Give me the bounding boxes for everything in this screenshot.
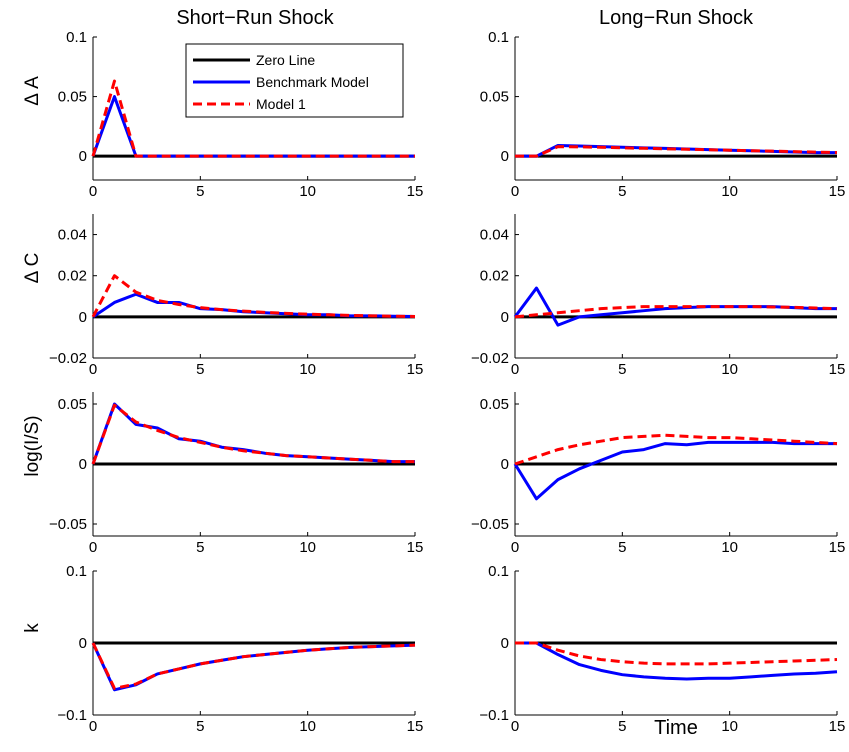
y-tick-label: 0.1: [488, 29, 509, 46]
series-line-model1: [91, 403, 415, 465]
y-tick-label: 0: [501, 456, 509, 473]
y-tick-label: 0.02: [58, 268, 87, 285]
panel-0-1: 0 5 10 15 0 0.05 0.1: [480, 29, 846, 200]
series-line-benchmark: [91, 402, 415, 465]
y-tick-label: 0.05: [58, 396, 87, 413]
series-line-model1: [514, 433, 838, 466]
panel-3-0: 0 5 10 15−0.100.1: [57, 563, 423, 735]
x-tick-label: 5: [618, 361, 626, 378]
x-tick-label: 10: [299, 539, 316, 556]
column-title-long-run: Long−Run Shock: [599, 7, 754, 29]
y-tick-label: 0: [79, 456, 87, 473]
series-line-model1: [515, 145, 838, 158]
y-tick-label: −0.02: [49, 350, 87, 367]
y-tick-label: 0.05: [480, 396, 509, 413]
x-tick-label: 15: [829, 361, 846, 378]
x-tick-label: 15: [407, 718, 424, 735]
x-tick-label: 0: [89, 361, 97, 378]
x-tick-label: 5: [618, 539, 626, 556]
x-tick-label: 0: [511, 539, 519, 556]
x-tick-label: 0: [89, 718, 97, 735]
row-label-log-is: log(I/S): [22, 415, 43, 476]
x-tick-label: 15: [407, 183, 424, 200]
x-tick-label: 0: [89, 183, 97, 200]
y-tick-label: 0: [79, 635, 87, 652]
x-tick-label: 10: [721, 361, 738, 378]
x-tick-label: 10: [299, 718, 316, 735]
x-tick-label: 15: [829, 183, 846, 200]
x-tick-label: 0: [511, 361, 519, 378]
x-tick-label: 5: [196, 183, 204, 200]
x-tick-label: 10: [721, 718, 738, 735]
y-tick-label: 0: [79, 148, 87, 165]
y-tick-label: 0: [501, 635, 509, 652]
series-line-benchmark: [513, 440, 837, 501]
x-tick-label: 15: [829, 718, 846, 735]
column-title-short-run: Short−Run Shock: [176, 7, 334, 29]
y-tick-label: 0.1: [488, 563, 509, 580]
x-tick-label: 5: [618, 183, 626, 200]
y-tick-label: 0.1: [66, 563, 87, 580]
series-line-model1: [515, 641, 838, 666]
row-label-delta-a: Δ A: [22, 76, 43, 106]
y-tick-label: −0.05: [471, 516, 509, 533]
series-line-model1: [514, 305, 838, 319]
panel-0-0: 0 5 10 15 0 0.05 0.1: [58, 29, 424, 200]
y-tick-label: −0.1: [479, 707, 509, 724]
x-axis-label-time: Time: [654, 717, 698, 739]
y-tick-label: 0: [501, 148, 509, 165]
y-tick-label: −0.05: [49, 516, 87, 533]
series-line-model1: [91, 79, 415, 158]
x-tick-label: 15: [407, 361, 424, 378]
legend-label-benchmark: Benchmark Model: [256, 74, 369, 90]
x-tick-label: 5: [618, 718, 626, 735]
x-tick-label: 0: [89, 539, 97, 556]
x-tick-label: 10: [299, 183, 316, 200]
x-tick-label: 0: [511, 183, 519, 200]
series-line-benchmark: [92, 292, 416, 319]
y-tick-label: 0.1: [66, 29, 87, 46]
x-tick-label: 15: [829, 539, 846, 556]
y-tick-label: −0.1: [57, 707, 87, 724]
legend: Zero Line Benchmark Model Model 1: [185, 43, 404, 118]
row-label-k: k: [22, 623, 43, 633]
y-tick-label: 0: [501, 309, 509, 326]
y-tick-label: 0.04: [480, 227, 509, 244]
x-tick-label: 5: [196, 539, 204, 556]
y-tick-label: −0.02: [471, 350, 509, 367]
x-tick-label: 15: [407, 539, 424, 556]
series-line-model1: [91, 642, 416, 690]
row-label-delta-c: Δ C: [22, 253, 43, 284]
y-tick-label: 0: [79, 309, 87, 326]
y-tick-label: 0.05: [58, 89, 87, 106]
y-tick-label: 0.04: [58, 227, 87, 244]
legend-label-model1: Model 1: [256, 96, 306, 112]
panel-3-1: 0 5 10 15−0.100.1: [479, 563, 845, 735]
x-tick-label: 10: [721, 539, 738, 556]
x-tick-label: 10: [299, 361, 316, 378]
x-tick-label: 5: [196, 718, 204, 735]
legend-label-zero-line: Zero Line: [256, 52, 315, 68]
x-tick-label: 0: [511, 718, 519, 735]
x-tick-label: 10: [721, 183, 738, 200]
series-line-model1: [91, 274, 416, 318]
series-line-benchmark: [515, 641, 838, 681]
y-tick-label: 0.02: [480, 268, 509, 285]
y-tick-label: 0.05: [480, 89, 509, 106]
x-tick-label: 5: [196, 361, 204, 378]
